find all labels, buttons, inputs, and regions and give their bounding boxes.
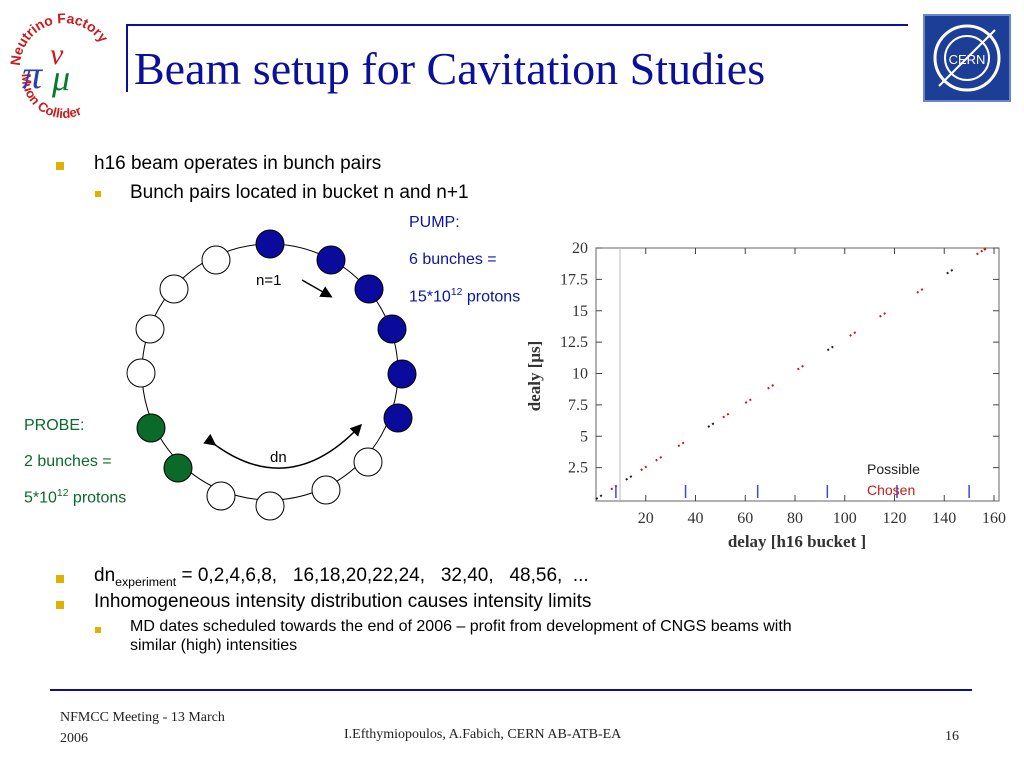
y-axis-label: dealy [μs] xyxy=(525,341,544,412)
y-tick-label: 12.5 xyxy=(560,334,588,351)
empty-bucket xyxy=(256,492,284,520)
pump-bunch xyxy=(355,275,383,303)
bullet-marker xyxy=(56,162,64,170)
probe-protons: 5*1012 protons xyxy=(24,488,126,507)
svg-text:π: π xyxy=(22,52,43,97)
x-tick-label: 160 xyxy=(982,510,1006,527)
n1-label: n=1 xyxy=(256,272,281,289)
delay-chart: 20 40 60 80 100 120 140 160 2.5 5 7.5 10 12.5 15 17.5 2… xyxy=(520,236,1020,556)
neutrino-factory-logo: Neutrino Factory Muon Collider π ν μ xyxy=(8,4,118,120)
empty-bucket xyxy=(136,315,164,343)
legend-chosen: Chosen xyxy=(867,482,915,498)
pump-bunch xyxy=(256,230,284,258)
legend-possible: Possible xyxy=(867,461,920,477)
pump-protons: 15*1012 protons xyxy=(409,287,520,306)
probe-bunch xyxy=(164,454,192,482)
empty-bucket xyxy=(354,448,382,476)
sub-bullet-md-dates-2: similar (high) intensities xyxy=(130,637,297,655)
y-tick-label: 10 xyxy=(572,366,588,383)
y-tick-label: 7.5 xyxy=(568,397,588,414)
pump-bunches xyxy=(256,230,416,432)
bunch-ring-diagram: n=1 dn xyxy=(120,222,420,522)
pump-bunches: 6 bunches = xyxy=(409,251,497,269)
x-tick-label: 140 xyxy=(932,510,956,527)
empty-bucket xyxy=(127,359,155,387)
bullet-marker xyxy=(56,601,64,609)
pump-bunch xyxy=(384,404,412,432)
sub-bullet-marker xyxy=(95,191,101,197)
y-tick-label: 5 xyxy=(580,428,588,445)
y-tick-label: 15 xyxy=(572,303,588,320)
footer-page-number: 16 xyxy=(945,729,959,745)
bullet-bunch-pairs: h16 beam operates in bunch pairs xyxy=(94,153,381,175)
empty-bucket xyxy=(202,246,230,274)
sub-bullet-marker xyxy=(95,627,101,633)
empty-bucket xyxy=(312,476,340,504)
probe-bunches xyxy=(137,414,192,482)
pump-bunch xyxy=(388,360,416,388)
probe-bunch xyxy=(137,414,165,442)
probe-label: PROBE: xyxy=(24,417,84,435)
empty-bucket xyxy=(160,275,188,303)
cern-logo-text: CERN xyxy=(949,52,986,67)
empty-buckets xyxy=(127,246,382,520)
slide-title: Beam setup for Cavitation Studies xyxy=(134,42,765,95)
bullet-intensity: Inhomogeneous intensity distribution cau… xyxy=(94,591,591,613)
dn-arrow xyxy=(214,426,360,468)
x-tick-label: 60 xyxy=(737,510,753,527)
footer-rule xyxy=(50,689,972,691)
svg-text:μ: μ xyxy=(51,58,70,98)
x-tick-label: 40 xyxy=(688,510,704,527)
sub-bullet-md-dates-1: MD dates scheduled towards the end of 20… xyxy=(130,618,792,636)
title-vertical-rule xyxy=(126,24,128,92)
sub-bullet-bucket: Bunch pairs located in bucket n and n+1 xyxy=(130,182,469,204)
plot-frame xyxy=(596,248,999,501)
probe-bunches: 2 bunches = xyxy=(24,453,112,471)
y-tick-label: 20 xyxy=(572,240,588,257)
x-tick-label: 20 xyxy=(638,510,654,527)
dn-label: dn xyxy=(270,449,287,466)
y-tick-label: 2.5 xyxy=(568,460,588,477)
bullet-dn-experiment: dnexperiment = 0,2,4,6,8, 16,18,20,22,24… xyxy=(94,565,589,589)
n1-arrow xyxy=(302,280,330,296)
footer-authors: I.Efthymiopoulos, A.Fabich, CERN AB-ATB-… xyxy=(344,727,621,743)
footer-meeting: NFMCC Meeting - 13 March 2006 xyxy=(60,707,225,749)
empty-bucket xyxy=(207,482,235,510)
bullet-marker xyxy=(56,575,64,583)
x-tick-label: 80 xyxy=(787,510,803,527)
x-tick-label: 120 xyxy=(883,510,907,527)
cern-logo: CERN xyxy=(923,14,1011,102)
x-axis-label: delay [h16 bucket ] xyxy=(728,532,866,551)
y-tick-label: 17.5 xyxy=(560,271,588,288)
x-tick-label: 100 xyxy=(833,510,857,527)
title-rule xyxy=(128,24,908,26)
pump-bunch xyxy=(317,246,345,274)
pump-bunch xyxy=(378,315,406,343)
